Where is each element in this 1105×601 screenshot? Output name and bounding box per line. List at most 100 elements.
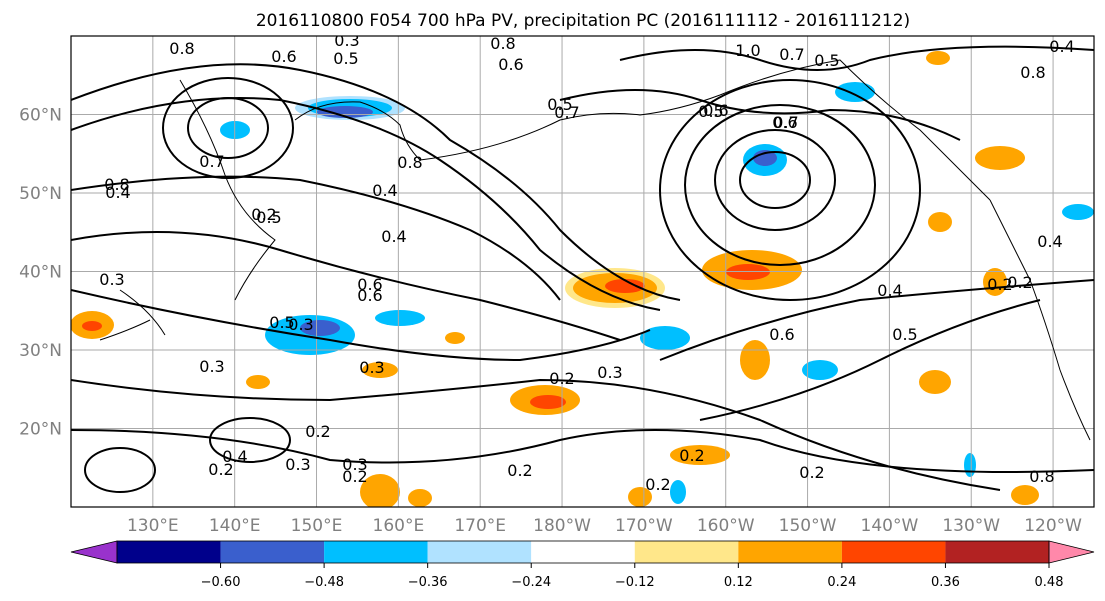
precip-positive-patch (670, 445, 730, 465)
contour-label: 0.2 (645, 475, 670, 494)
contour-label: 0.2 (251, 205, 276, 224)
contour-label: 0.7 (779, 45, 804, 64)
coastline-asia (179, 79, 276, 301)
pv-contour (714, 129, 836, 231)
contour-label: 0.4 (372, 181, 397, 200)
pv-contour (71, 63, 681, 301)
figure-title: 2016110800 F054 700 hPa PV, precipitatio… (256, 11, 910, 31)
precip-positive-patch (360, 474, 400, 507)
longitude-label: 170°W (615, 516, 673, 536)
contour-label: 0.8 (104, 175, 129, 194)
contour-label: 0.4 (105, 183, 130, 202)
precip-negative-patch (375, 310, 425, 326)
contour-label: 0.6 (703, 101, 728, 120)
colorbar-ticks: −0.60 −0.48 −0.36 −0.24 −0.12 0.12 0.24 0.36 0.4… (201, 563, 1064, 590)
colorbar-segment (945, 541, 1049, 563)
precip-positive-patch (975, 146, 1025, 170)
pv-contour (619, 45, 1094, 71)
precip-positive-patch (82, 321, 102, 331)
colorbar-tick-label: −0.36 (408, 575, 448, 590)
contour-label: 0.5 (814, 51, 839, 70)
longitude-label: 170°E (454, 516, 506, 536)
coastlines (99, 59, 1091, 441)
pv-contour (699, 299, 1041, 421)
longitude-label: 130°E (127, 516, 179, 536)
contour-label: 0.6 (271, 47, 296, 66)
contour-label: 0.3 (597, 363, 622, 382)
pv-contour (162, 77, 294, 179)
contour-label: 0.3 (199, 357, 224, 376)
pv-contour (209, 417, 291, 463)
contour-label: 0.4 (1049, 37, 1074, 56)
contour-label: 0.8 (397, 153, 422, 172)
coastline-alaska (719, 59, 991, 201)
precip-negative-patch (1062, 204, 1094, 220)
colorbar-tick-label: −0.24 (511, 575, 551, 590)
coastline-kamchatka (294, 101, 421, 161)
contour-label: 0.6 (357, 275, 382, 294)
contour-label: 0.7 (773, 113, 798, 132)
latitude-label: 40°N (19, 263, 62, 283)
colorbar-extend-low (70, 540, 118, 564)
precip-positive-patch (928, 212, 952, 232)
latitude-labels: 20°N 30°N 40°N 50°N 60°N (19, 106, 62, 440)
longitude-label: 120°W (1024, 516, 1082, 536)
latitude-label: 60°N (19, 106, 62, 126)
pv-contour (71, 97, 661, 311)
contour-label: 0.6 (769, 325, 794, 344)
contour-label: 0.2 (507, 461, 532, 480)
pv-contours (71, 45, 1094, 493)
contour-label: 0.5 (547, 95, 572, 114)
contour-label: 0.3 (288, 315, 313, 334)
contour-label: 0.8 (490, 34, 515, 53)
contour-label: 0.2 (1007, 273, 1032, 292)
contour-label: 0.2 (305, 422, 330, 441)
contour-label: 0.2 (679, 446, 704, 465)
colorbar-segment (738, 541, 842, 563)
longitude-labels: 130°E 140°E 150°E 160°E 170°E 180°W 170°W 160°W… (127, 516, 1082, 536)
precip-negative-patch (964, 453, 976, 477)
precip-negative-patch (640, 326, 690, 350)
colorbar-extend-high (1048, 540, 1095, 564)
contour-label: 0.4 (1037, 232, 1062, 251)
precip-positive-patch (445, 332, 465, 344)
colorbar-tick-label: 0.48 (1035, 575, 1064, 590)
colorbar-tick-label: 0.36 (931, 575, 960, 590)
contour-label: 0.2 (208, 460, 233, 479)
colorbar-segments (70, 540, 1095, 564)
colorbar-tick-label: 0.24 (827, 575, 856, 590)
contour-label: 0.4 (222, 447, 247, 466)
pv-contour (659, 79, 921, 301)
colorbar-segment (841, 541, 946, 563)
pv-contour (559, 89, 961, 141)
contour-label: 0.8 (169, 39, 194, 58)
latitude-label: 30°N (19, 341, 62, 361)
precip-positive-patch (919, 370, 951, 394)
map-panel: 0.8 0.30.50.8 1.0 0.7 0.50.40.60.60.80.60.70… (70, 31, 1095, 508)
pv-contour (71, 175, 561, 301)
pv-contour (71, 378, 1001, 491)
latitude-label: 20°N (19, 420, 62, 440)
longitude-label: 140°W (861, 516, 919, 536)
precip-negative-patch (300, 320, 340, 336)
colorbar-segment (117, 541, 221, 563)
pv-contour (71, 289, 651, 362)
colorbar: −0.60 −0.48 −0.36 −0.24 −0.12 0.12 0.24 0.36 0.4… (70, 540, 1095, 590)
contour-label: 0.3 (334, 31, 359, 50)
precip-positive-patch (926, 51, 950, 65)
coastline-aleutians (419, 94, 721, 161)
colorbar-tick-label: 0.12 (724, 575, 753, 590)
contour-label: 0.6 (498, 55, 523, 74)
contour-label: 0.6 (772, 113, 797, 132)
pv-contour (71, 231, 621, 341)
pv-contour (739, 151, 811, 209)
map-frame (70, 35, 1095, 508)
contour-label: 1.0 (735, 41, 760, 60)
latitude-label: 50°N (19, 184, 62, 204)
longitude-label: 140°E (209, 516, 261, 536)
contour-label: 0.5 (892, 325, 917, 344)
contour-label: 0.2 (549, 369, 574, 388)
longitude-label: 180°W (533, 516, 591, 536)
contour-label: 0.6 (357, 286, 382, 305)
